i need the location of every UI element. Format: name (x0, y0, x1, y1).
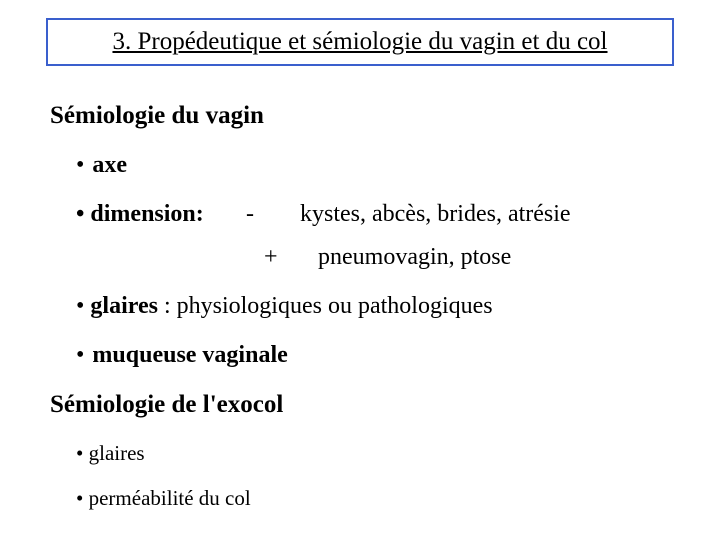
bullet-dot: • (76, 486, 89, 510)
minus-sign: - (246, 201, 300, 228)
axe-label: axe (92, 152, 127, 179)
permeabilite-label: perméabilité du col (89, 486, 251, 510)
bullet-permeabilite: • perméabilité du col (76, 486, 692, 511)
slide-title: 3. Propédeutique et sémiologie du vagin … (112, 28, 607, 55)
title-box: 3. Propédeutique et sémiologie du vagin … (46, 18, 674, 66)
glaires2-label: glaires (89, 441, 145, 465)
bullet-dot: • (76, 152, 84, 179)
dimension-label: • dimension: (76, 201, 246, 228)
bullet-glaires: • glaires : physiologiques ou pathologiq… (76, 293, 692, 320)
glaires-rest: : physiologiques ou pathologiques (158, 293, 493, 319)
plus-sign: + (264, 244, 318, 271)
bullet-muqueuse: • muqueuse vaginale (76, 342, 692, 369)
minus-desc: kystes, abcès, brides, atrésie (300, 201, 571, 228)
bullet-dot: • (76, 441, 89, 465)
section1-heading: Sémiologie du vagin (50, 102, 692, 130)
bullet-dimension-plus: + pneumovagin, ptose (76, 244, 692, 271)
glaires-bold: glaires (90, 293, 158, 319)
content-area: Sémiologie du vagin • axe • dimension: -… (28, 102, 692, 511)
bullet-dimension-minus: • dimension: - kystes, abcès, brides, at… (76, 201, 692, 228)
bullet-dot: • (76, 293, 90, 319)
bullet-dot: • (76, 342, 84, 369)
bullet-axe: • axe (76, 152, 692, 179)
muqueuse-label: muqueuse vaginale (92, 342, 287, 369)
bullet-glaires2: • glaires (76, 441, 692, 466)
section2-heading: Sémiologie de l'exocol (50, 391, 692, 419)
plus-desc: pneumovagin, ptose (318, 244, 511, 271)
